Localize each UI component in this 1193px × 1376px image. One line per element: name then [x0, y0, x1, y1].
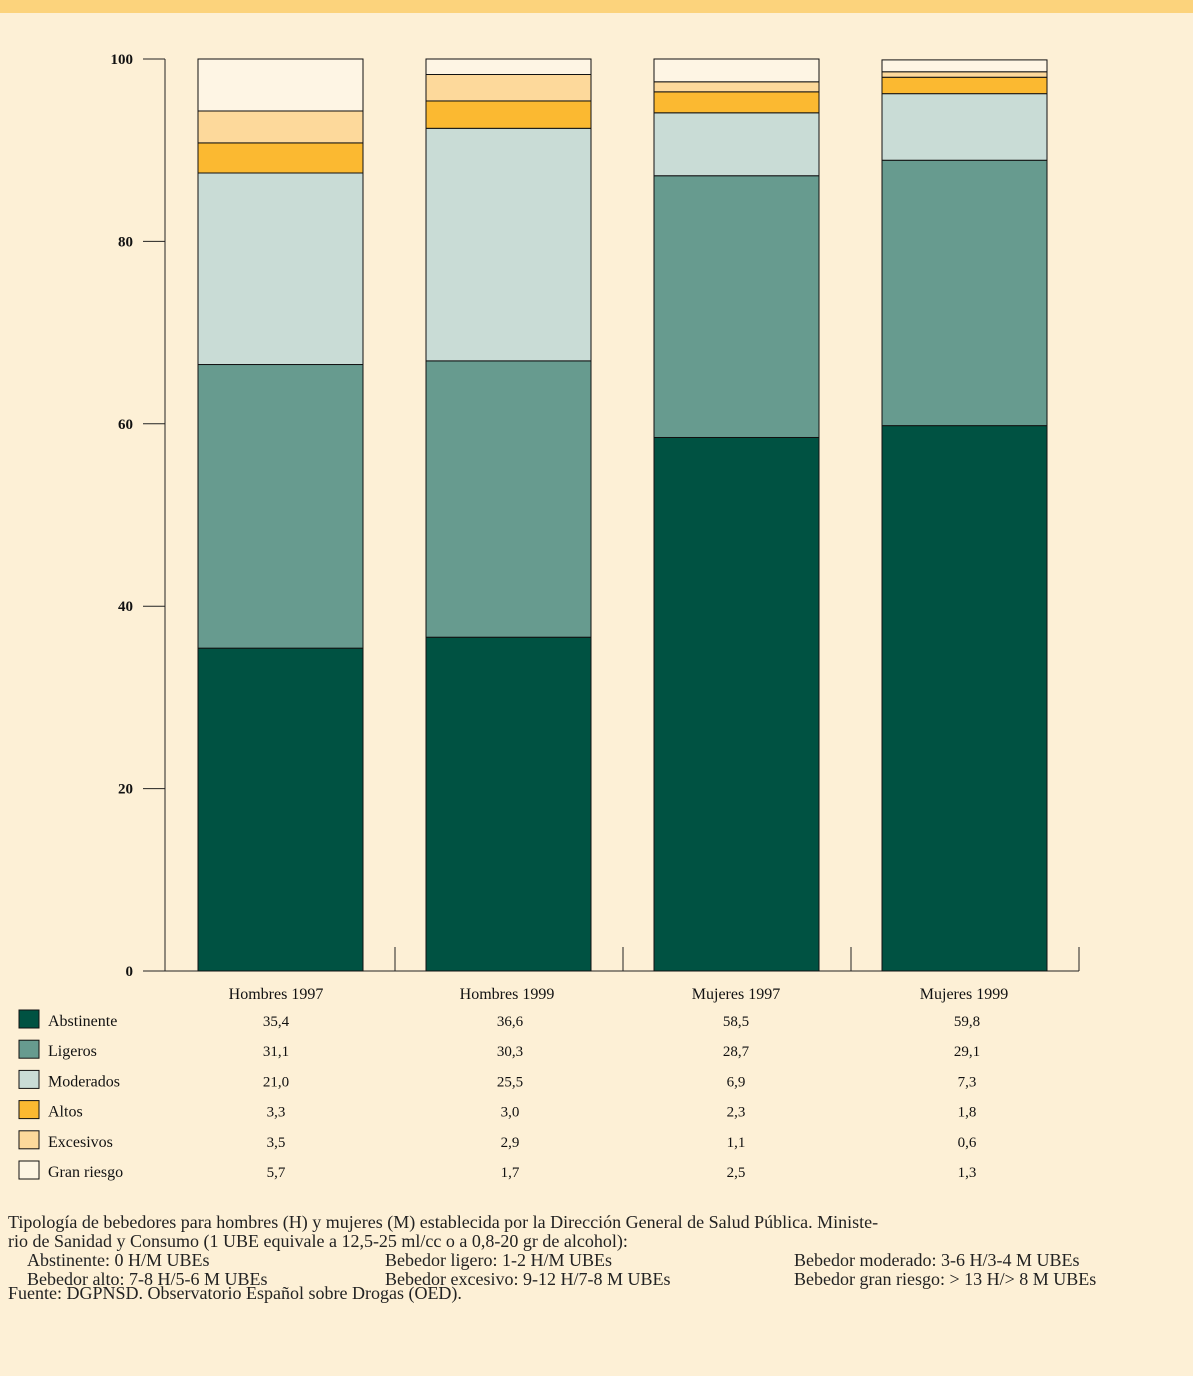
typology-note: Tipología de bebedores para hombres (H) … — [8, 1213, 1188, 1251]
bar-segment-moderados-1 — [425, 127, 592, 362]
value-label-3-0: 3,3 — [267, 1105, 286, 1121]
value-label-4-3: 0,6 — [958, 1135, 977, 1151]
y-tick-label-0: 0 — [126, 964, 134, 980]
legend-label-4: Excesivos — [48, 1134, 113, 1151]
value-label-1-2: 28,7 — [723, 1044, 750, 1060]
bar-segment-excesivos-1 — [425, 74, 592, 102]
legend-swatch-2 — [18, 1069, 40, 1089]
value-label-0-0: 35,4 — [263, 1014, 290, 1030]
type-ligero: Bebedor ligero: 1-2 H/M UBEs — [385, 1250, 612, 1270]
bar-segment-gran-riesgo-3 — [881, 59, 1048, 73]
value-label-5-3: 1,3 — [958, 1165, 977, 1181]
legend-label-0: Abstinente — [48, 1013, 117, 1030]
value-label-2-2: 6,9 — [727, 1074, 746, 1090]
legend-label-3: Altos — [48, 1104, 83, 1121]
value-label-3-3: 1,8 — [958, 1105, 977, 1121]
value-label-2-0: 21,0 — [263, 1074, 289, 1090]
bar-segment-gran-riesgo-2 — [653, 58, 820, 83]
x-category-label-2: Mujeres 1997 — [692, 986, 780, 1003]
legend-label-2: Moderados — [48, 1073, 120, 1090]
x-category-label-0: Hombres 1997 — [229, 986, 324, 1003]
value-label-4-1: 2,9 — [501, 1135, 520, 1151]
bar-segment-abstinente-1 — [425, 636, 592, 972]
legend-table: Abstinente 35,4 36,6 58,5 59,8 Ligeros 31,1 30,… — [18, 1009, 980, 1181]
type-excesivo: Bebedor excesivo: 9-12 H/7-8 M UBEs — [385, 1269, 671, 1289]
bar-segment-excesivos-3 — [881, 71, 1048, 78]
legend-label-1: Ligeros — [48, 1043, 97, 1060]
value-label-0-2: 58,5 — [723, 1014, 749, 1030]
value-label-5-1: 1,7 — [501, 1165, 520, 1181]
value-label-5-2: 2,5 — [727, 1165, 746, 1181]
value-label-3-2: 2,3 — [727, 1105, 746, 1121]
bar-segment-abstinente-3 — [881, 425, 1048, 972]
typology-note-line-1: Tipología de bebedores para hombres (H) … — [8, 1212, 879, 1232]
value-label-0-3: 59,8 — [954, 1014, 980, 1030]
bar-segment-altos-0 — [197, 142, 364, 174]
x-category-label-1: Hombres 1999 — [460, 986, 555, 1003]
y-tick-label-40: 40 — [118, 599, 133, 615]
value-label-0-1: 36,6 — [497, 1014, 524, 1030]
type-abstinente: Abstinente: 0 H/M UBEs — [27, 1250, 210, 1270]
x-category-label-3: Mujeres 1999 — [920, 986, 1008, 1003]
bar-segment-altos-1 — [425, 100, 592, 129]
value-label-4-2: 1,1 — [727, 1135, 746, 1151]
y-tick-label-60: 60 — [118, 417, 133, 433]
bar-segment-abstinente-0 — [197, 647, 364, 972]
bar-segment-ligeros-1 — [425, 360, 592, 638]
top-accent-bar — [0, 0, 1193, 13]
value-label-2-1: 25,5 — [497, 1074, 523, 1090]
y-tick-label-80: 80 — [118, 234, 133, 250]
legend-swatch-3 — [18, 1100, 40, 1120]
legend-label-5: Gran riesgo — [48, 1164, 123, 1181]
bar-segment-ligeros-2 — [653, 175, 820, 438]
typology-note-line-2: rio de Sanidad y Consumo (1 UBE equivale… — [8, 1231, 628, 1251]
bar-segment-moderados-3 — [881, 93, 1048, 161]
legend-swatch-4 — [18, 1130, 40, 1150]
bar-segment-moderados-0 — [197, 172, 364, 366]
bar-segment-altos-3 — [881, 76, 1048, 95]
value-label-4-0: 3,5 — [267, 1135, 286, 1151]
value-label-5-0: 5,7 — [267, 1165, 286, 1181]
bar-segment-excesivos-0 — [197, 110, 364, 144]
legend-swatch-1 — [18, 1039, 40, 1059]
bar-segment-moderados-2 — [653, 112, 820, 177]
bar-segment-altos-2 — [653, 91, 820, 114]
legend-swatch-5 — [18, 1160, 40, 1180]
bar-segment-ligeros-0 — [197, 364, 364, 649]
chart-axes: 0 20 40 60 80 100 — [111, 52, 1080, 980]
type-gran-riesgo: Bebedor gran riesgo: > 13 H/> 8 M UBEs — [794, 1270, 1097, 1289]
bar-segment-excesivos-2 — [653, 81, 820, 93]
value-label-1-0: 31,1 — [263, 1044, 289, 1060]
y-tick-label-20: 20 — [118, 782, 133, 798]
source-note: Fuente: DGPNSD. Observatorio Español sob… — [8, 1283, 462, 1303]
x-axis-labels: Hombres 1997 Hombres 1999 Mujeres 1997 Muje… — [229, 986, 1009, 1003]
chart-bars — [197, 58, 1048, 972]
type-alto: Bebedor alto: 7-8 H/5-6 M UBEs — [27, 1269, 268, 1289]
value-label-3-1: 3,0 — [501, 1105, 520, 1121]
value-label-2-3: 7,3 — [958, 1074, 977, 1090]
bar-segment-abstinente-2 — [653, 436, 820, 972]
bar-segment-gran-riesgo-1 — [425, 58, 592, 76]
y-tick-label-100: 100 — [111, 52, 134, 68]
type-moderado: Bebedor moderado: 3-6 H/3-4 M UBEs — [794, 1250, 1080, 1270]
stacked-bar-chart: 0 20 40 60 80 100 Hombres 1997 Hombres 1999 Muj… — [18, 52, 1080, 1181]
value-label-1-3: 29,1 — [954, 1044, 980, 1060]
value-label-1-1: 30,3 — [497, 1044, 523, 1060]
bar-segment-gran-riesgo-0 — [197, 58, 364, 112]
bar-segment-ligeros-3 — [881, 159, 1048, 427]
legend-swatch-0 — [18, 1009, 40, 1029]
